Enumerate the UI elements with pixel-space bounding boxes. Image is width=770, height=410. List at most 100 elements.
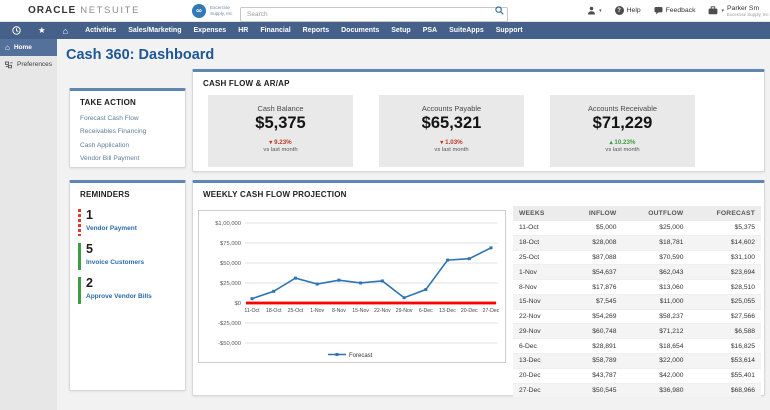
projection-panel: WEEKLY CASH FLOW PROJECTION $1,00,000 $75…: [192, 180, 765, 399]
shortcuts-star-icon[interactable]: ★: [38, 25, 46, 35]
recents-clock-icon[interactable]: [12, 26, 21, 35]
link-forecast-cash-flow[interactable]: Forecast Cash Flow: [80, 114, 139, 122]
trend-down-icon: ▾: [440, 139, 444, 146]
amount-cell: $36,980: [622, 383, 690, 399]
svg-text:-$25,000: -$25,000: [218, 321, 241, 327]
link-cash-application[interactable]: Cash Application: [80, 141, 130, 149]
reminder-label: Vendor Payment: [86, 224, 137, 232]
chevron-down-icon: ▾: [599, 7, 602, 14]
nav-item-activities[interactable]: Activities: [85, 27, 117, 34]
amount-cell: $17,876: [566, 279, 623, 295]
search-icon[interactable]: [495, 6, 504, 15]
amount-cell: $11,000: [622, 294, 690, 310]
kpi-note: vs last month: [263, 147, 298, 153]
link-receivables-financing[interactable]: Receivables Financing: [80, 128, 147, 135]
company-name-line2: Supply, Inc: [210, 10, 233, 16]
nav-item-hr[interactable]: HR: [238, 27, 249, 34]
projection-title: WEEKLY CASH FLOW PROJECTION: [203, 190, 347, 199]
amount-cell: $87,088: [566, 250, 623, 266]
quick-menu[interactable]: ▾: [587, 6, 602, 15]
help-icon: ?: [614, 6, 624, 15]
nav-item-documents[interactable]: Documents: [341, 27, 380, 34]
link-vendor-bill-payment[interactable]: Vendor Bill Payment: [80, 155, 140, 162]
amount-cell: $14,602: [689, 235, 761, 251]
kpi-label: Accounts Receivable: [587, 104, 658, 113]
nav-item-financial[interactable]: Financial: [260, 27, 291, 34]
amount-cell: $70,590: [622, 250, 690, 266]
svg-text:20-Dec: 20-Dec: [461, 308, 478, 314]
nav-item-suiteapps[interactable]: SuiteApps: [449, 27, 484, 34]
svg-text:13-Dec: 13-Dec: [439, 308, 456, 314]
oracle-netsuite-logo[interactable]: ORACLE NETSUITE: [28, 5, 140, 16]
netsuite-logo-text: NETSUITE: [80, 5, 141, 16]
search-input[interactable]: [240, 7, 508, 22]
zero-baseline: [246, 301, 496, 305]
table-row: 13-Dec $58,789 $22,000 $53,614: [513, 353, 761, 369]
home-icon[interactable]: ⌂: [62, 25, 69, 36]
nav-item-setup[interactable]: Setup: [391, 27, 411, 34]
kpi-cash-balance[interactable]: Cash Balance $5,375 ▾ 9.23% vs last mont…: [208, 95, 353, 167]
forecast-point: [272, 289, 276, 293]
nav-item-reports[interactable]: Reports: [302, 27, 330, 34]
reminder-count: 5: [86, 242, 93, 256]
forecast-point: [359, 281, 363, 285]
table-row: 11-Oct $5,000 $25,000 $5,375: [513, 221, 761, 236]
week-cell: 20-Dec: [513, 368, 567, 384]
reminder-accent-bar: [78, 243, 81, 270]
user-info: Parker Sm Excercise Supply, Inc: [727, 5, 769, 17]
sidebar-item-preferences[interactable]: Preferences: [0, 56, 57, 73]
forecast-chart-container: $1,00,000 $75,000 $50,000 $25,000 $0 -$25,000…: [198, 210, 506, 363]
table-row: 6-Dec $28,891 $18,654 $16,825: [513, 338, 761, 355]
company-logo[interactable]: ∞ Excercise Supply, Inc: [192, 3, 233, 18]
nav-item-psa[interactable]: PSA: [422, 27, 438, 34]
reminder-count: 1: [86, 208, 93, 222]
home-icon: ⌂: [5, 43, 10, 52]
amount-cell: $25,000: [622, 221, 690, 236]
kpi-value: $65,321: [421, 114, 482, 132]
help-button[interactable]: ? Help: [614, 6, 641, 15]
nav-item-expenses[interactable]: Expenses: [193, 27, 227, 34]
reminder-vendor-payment[interactable]: 1 Vendor Payment: [78, 208, 185, 236]
week-cell: 1-Nov: [513, 264, 567, 281]
reminders-title: REMINDERS: [80, 190, 130, 199]
table-row: 25-Oct $87,088 $70,590 $31,100: [513, 250, 761, 266]
amount-cell: $58,237: [622, 309, 690, 325]
nav-item-sales-marketing[interactable]: Sales/Marketing: [128, 27, 182, 34]
kpi-accounts-payable[interactable]: Accounts Payable $65,321 ▾ 1.03% vs last…: [379, 95, 524, 167]
amount-cell: $53,614: [689, 353, 761, 369]
week-cell: 22-Nov: [513, 309, 567, 325]
reminder-invoice-customers[interactable]: 5 Invoice Customers: [78, 242, 185, 270]
sidebar-item-home[interactable]: ⌂ Home: [0, 39, 57, 56]
feedback-button[interactable]: Feedback: [654, 6, 695, 15]
amount-cell: $42,000: [622, 368, 690, 384]
trend-up-icon: ▴: [609, 139, 613, 146]
week-cell: 27-Dec: [513, 383, 567, 399]
briefcase-icon: [709, 6, 718, 15]
reminder-label: Approve Vendor Bills: [86, 292, 152, 300]
amount-cell: $18,654: [622, 338, 690, 355]
user-menu[interactable]: ▾ Parker Sm Excercise Supply, Inc: [708, 5, 769, 17]
kpi-accounts-receivable[interactable]: Accounts Receivable $71,229 ▴ 10.23% vs …: [550, 95, 695, 167]
week-cell: 25-Oct: [513, 250, 567, 266]
kpi-value: $5,375: [255, 114, 306, 132]
reminder-approve-vendor-bills[interactable]: 2 Approve Vendor Bills: [78, 276, 185, 304]
kpi-change: ▾ 9.23%: [208, 139, 353, 146]
trend-down-icon: ▾: [269, 139, 273, 146]
take-action-title: TAKE ACTION: [80, 98, 136, 107]
kpi-note: vs last month: [605, 147, 640, 153]
sidebar: ⌂ Home Preferences: [0, 39, 57, 410]
amount-cell: $23,694: [689, 264, 761, 281]
projection-table-body: 11-Oct $5,000 $25,000 $5,375 18-Oct $28,008 $1…: [513, 221, 761, 399]
amount-cell: $27,566: [689, 309, 761, 325]
nav-item-support[interactable]: Support: [495, 27, 523, 34]
table-row: 22-Nov $54,269 $58,237 $27,566: [513, 309, 761, 325]
amount-cell: $22,000: [622, 353, 690, 369]
amount-cell: $25,055: [689, 294, 761, 310]
forecast-point: [489, 246, 493, 250]
kpi-value: $71,229: [592, 114, 653, 132]
week-cell: 6-Dec: [513, 338, 567, 355]
amount-cell: $28,008: [566, 235, 623, 251]
svg-text:25-Oct: 25-Oct: [288, 308, 304, 314]
svg-text:$50,000: $50,000: [220, 261, 241, 267]
